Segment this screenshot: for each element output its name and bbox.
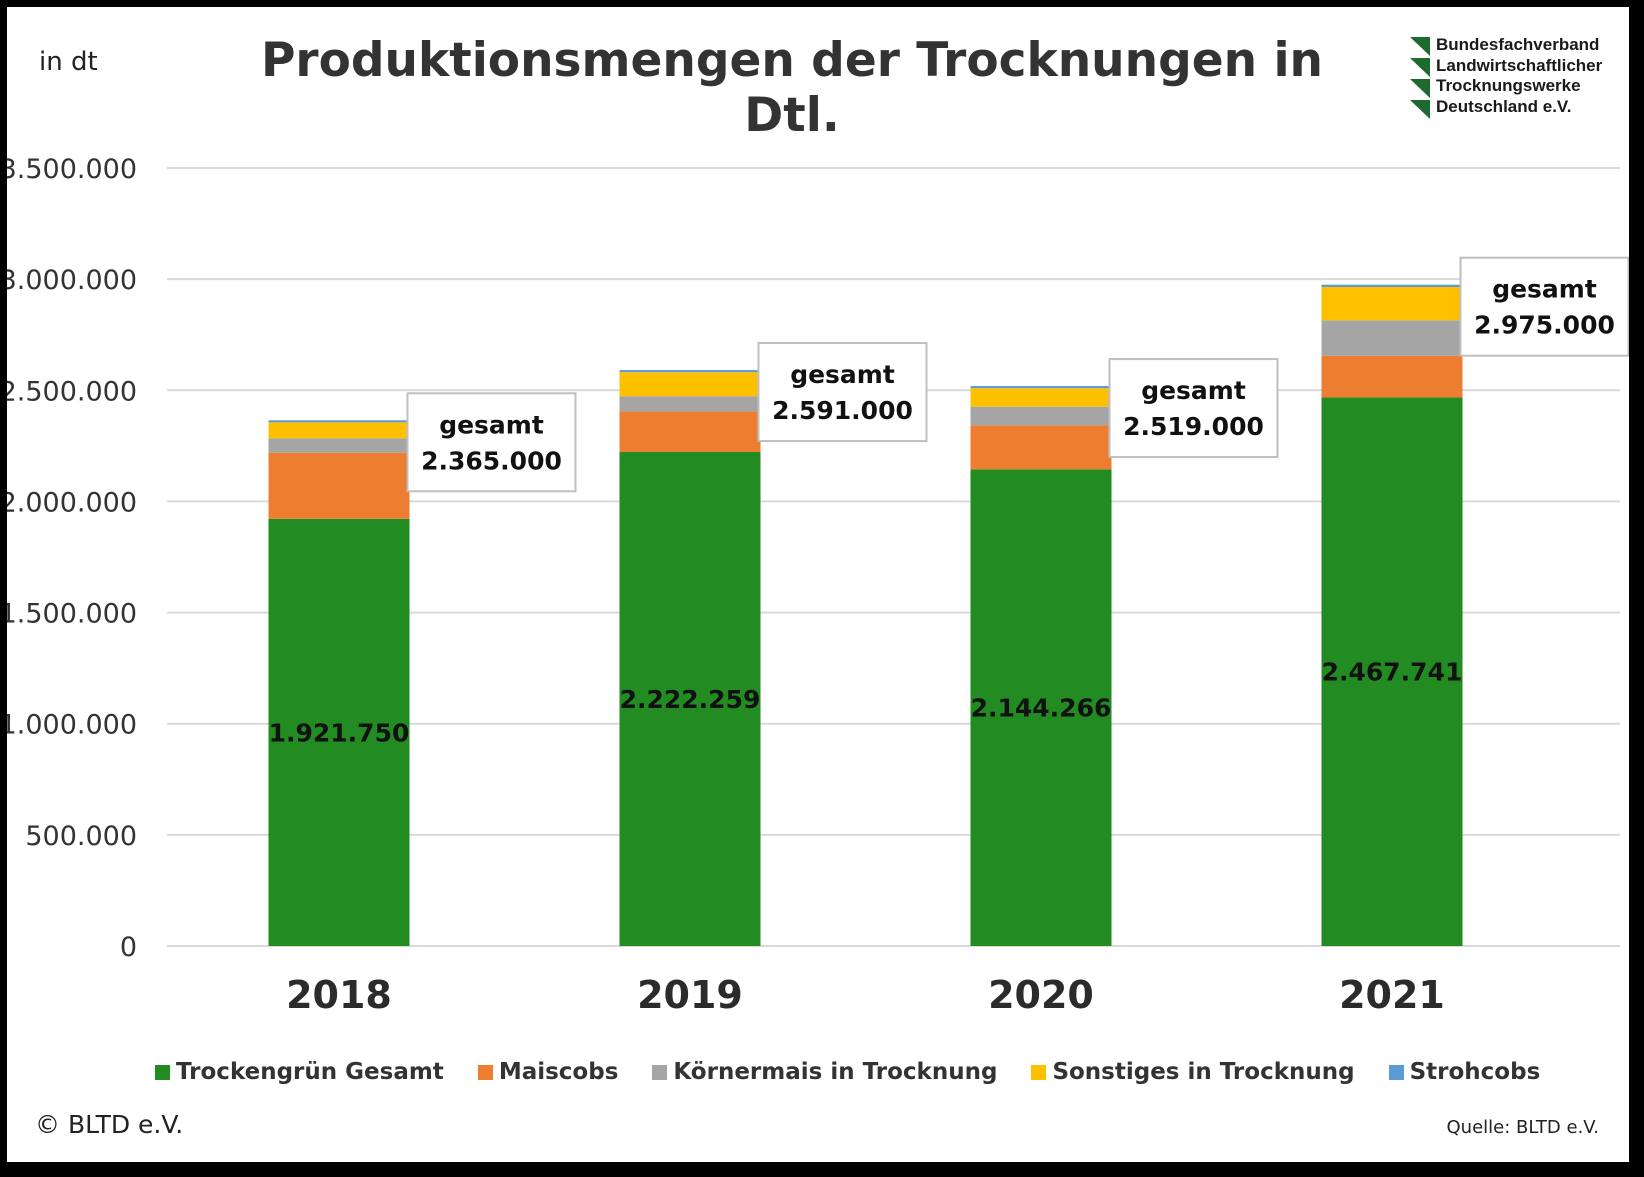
bar-segment bbox=[1321, 286, 1463, 321]
x-tick-label: 2019 bbox=[637, 973, 743, 1017]
bar-segment bbox=[1321, 284, 1463, 287]
logo-triangles-icon bbox=[1410, 37, 1430, 119]
total-callout-value: 2.365.000 bbox=[421, 446, 562, 475]
x-tick-label: 2021 bbox=[1339, 973, 1445, 1017]
total-callout-box bbox=[1459, 256, 1629, 357]
logo-line: Bundesfachverband bbox=[1436, 35, 1600, 54]
x-tick-label: 2020 bbox=[988, 973, 1094, 1017]
legend-label: Körnermais in Trocknung bbox=[673, 1059, 998, 1085]
logo-line: Trocknungswerke bbox=[1436, 76, 1581, 95]
legend-label: Sonstiges in Trocknung bbox=[1052, 1059, 1355, 1085]
bar-segment bbox=[1321, 355, 1463, 398]
bar-segment bbox=[619, 370, 761, 373]
logo-text: Bundesfachverband Landwirtschaftlicher T… bbox=[1436, 35, 1602, 117]
bar-segment bbox=[619, 411, 761, 453]
bar-segment bbox=[268, 422, 410, 439]
total-callout-heading: gesamt bbox=[1141, 376, 1246, 405]
source-note: Quelle: BLTD e.V. bbox=[1446, 1117, 1600, 1138]
legend-label: Strohcobs bbox=[1409, 1059, 1541, 1085]
y-tick-label: 2.000.000 bbox=[7, 487, 137, 518]
legend-item: Maiscobs bbox=[477, 1059, 619, 1085]
total-callout-heading: gesamt bbox=[1492, 275, 1597, 304]
total-callout-heading: gesamt bbox=[439, 410, 544, 439]
bar-value-label: 2.144.266 bbox=[971, 694, 1112, 723]
chart-frame: in dt Produktionsmengen der Trocknungen … bbox=[7, 7, 1629, 1162]
legend-swatch bbox=[1388, 1064, 1404, 1080]
x-tick-label: 2018 bbox=[286, 973, 392, 1017]
bar-value-label: 1.921.750 bbox=[269, 718, 410, 747]
legend-item: Strohcobs bbox=[1388, 1059, 1541, 1085]
bar-segment bbox=[970, 406, 1112, 426]
legend-item: Trockengrün Gesamt bbox=[155, 1059, 444, 1085]
legend-label: Trockengrün Gesamt bbox=[176, 1059, 444, 1085]
bar-segment bbox=[619, 372, 761, 397]
logo-line: Landwirtschaftlicher bbox=[1436, 55, 1603, 75]
total-callout-box bbox=[406, 392, 577, 493]
bar-segment bbox=[970, 388, 1112, 407]
legend-swatch bbox=[652, 1064, 668, 1080]
y-tick-label: 2.500.000 bbox=[7, 376, 137, 407]
bar-segment bbox=[970, 469, 1112, 946]
bar-segment bbox=[1321, 397, 1463, 946]
bar-segment bbox=[268, 420, 410, 423]
total-callout-box bbox=[757, 342, 928, 443]
bar-segment bbox=[268, 518, 410, 946]
legend: Trockengrün Gesamt Maiscobs Körnermais in … bbox=[155, 1059, 1574, 1085]
legend-swatch bbox=[155, 1064, 170, 1080]
bar-value-label: 2.222.259 bbox=[620, 685, 761, 714]
chart-title: Produktionsmengen der Trocknungen in Dtl… bbox=[260, 33, 1324, 143]
bar-segment bbox=[619, 452, 761, 946]
bar-value-label: 2.467.741 bbox=[1322, 658, 1463, 687]
bar-segment bbox=[619, 396, 761, 412]
bar-segment bbox=[970, 425, 1112, 470]
y-unit-label: in dt bbox=[39, 47, 98, 77]
total-callout-value: 2.591.000 bbox=[772, 396, 913, 425]
y-tick-label: 3.000.000 bbox=[7, 265, 137, 296]
legend-item: Sonstiges in Trocknung bbox=[1031, 1059, 1355, 1085]
stacked-bar-chart: 0 500.000 1.000.000 1.500.000 2.000.000 2.500… bbox=[7, 154, 1629, 1017]
logo-line: Deutschland e.V. bbox=[1436, 96, 1572, 116]
total-callout-value: 2.975.000 bbox=[1474, 311, 1615, 340]
copyright: © BLTD e.V. bbox=[35, 1110, 184, 1139]
y-tick-label: 3.500.000 bbox=[7, 154, 137, 185]
total-callout-box bbox=[1108, 358, 1279, 459]
bar-segment bbox=[268, 452, 410, 519]
bar-segment bbox=[268, 438, 410, 453]
y-tick-label: 1.500.000 bbox=[7, 599, 137, 630]
legend-swatch bbox=[477, 1064, 493, 1080]
total-callout-heading: gesamt bbox=[790, 360, 895, 389]
y-tick-label: 500.000 bbox=[25, 821, 137, 852]
bar-segment bbox=[1321, 320, 1463, 356]
total-callout-value: 2.519.000 bbox=[1123, 412, 1264, 441]
legend-label: Maiscobs bbox=[498, 1059, 619, 1085]
bltd-logo: Bundesfachverband Landwirtschaftlicher T… bbox=[1410, 35, 1625, 119]
legend-swatch bbox=[1031, 1064, 1047, 1080]
bar-segment bbox=[970, 386, 1112, 389]
y-tick-label: 0 bbox=[120, 932, 137, 963]
legend-item: Körnermais in Trocknung bbox=[652, 1059, 997, 1085]
y-tick-label: 1.000.000 bbox=[7, 710, 137, 741]
